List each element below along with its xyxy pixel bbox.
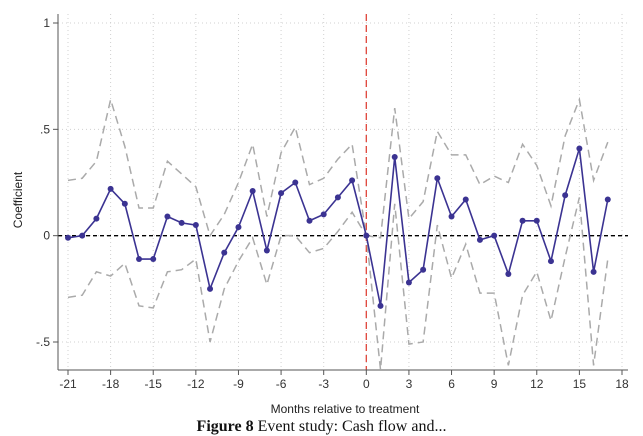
estimate-point bbox=[263, 247, 270, 254]
x-tick-label: 0 bbox=[363, 377, 370, 391]
estimate-point bbox=[562, 192, 569, 199]
y-tick-label: 0 bbox=[43, 229, 50, 243]
estimate-point bbox=[434, 175, 441, 182]
estimate-point bbox=[505, 270, 512, 277]
x-tick-label: 12 bbox=[530, 377, 544, 391]
estimate-point bbox=[547, 258, 554, 265]
estimate-point bbox=[65, 234, 71, 241]
x-tick-label: -3 bbox=[318, 377, 329, 391]
estimate-point bbox=[448, 213, 455, 220]
x-tick-label: 3 bbox=[406, 377, 413, 391]
estimate-point bbox=[107, 185, 114, 192]
x-axis-label: Months relative to treatment bbox=[271, 402, 420, 416]
x-tick-label: -9 bbox=[233, 377, 244, 391]
estimate-point bbox=[164, 213, 171, 220]
estimate-point bbox=[462, 196, 469, 203]
axes: -21 -18 -15 -12 -9 -6 -3 0 3 6 9 12 15 18 -.5 0 .5 1 bbox=[36, 14, 629, 391]
estimate-point bbox=[320, 211, 327, 218]
estimate-point bbox=[192, 222, 199, 229]
ci-upper-line bbox=[67, 96, 609, 239]
x-tick-label: -12 bbox=[187, 377, 205, 391]
estimate-point bbox=[405, 279, 412, 286]
x-tick-label: 18 bbox=[615, 377, 629, 391]
estimate-point bbox=[533, 217, 540, 224]
estimate-point bbox=[377, 302, 384, 309]
estimate-point bbox=[576, 145, 583, 152]
reference-lines bbox=[58, 14, 628, 370]
estimate-point bbox=[519, 217, 526, 224]
estimate-point bbox=[150, 256, 157, 263]
estimate-series bbox=[65, 145, 611, 309]
figure-number: Figure 8 bbox=[196, 418, 254, 435]
x-tick-label: 6 bbox=[448, 377, 455, 391]
estimate-point bbox=[476, 236, 483, 243]
estimate-point bbox=[292, 179, 299, 186]
estimate-point bbox=[207, 285, 214, 292]
estimate-point bbox=[278, 190, 285, 197]
y-tick-label: -.5 bbox=[36, 335, 50, 349]
estimate-point bbox=[349, 177, 356, 184]
estimate-point bbox=[363, 232, 370, 239]
estimate-point bbox=[178, 219, 185, 226]
y-tick-label: 1 bbox=[43, 16, 50, 30]
estimate-point bbox=[136, 256, 143, 263]
x-tick-label: -15 bbox=[145, 377, 163, 391]
estimate-point bbox=[235, 224, 242, 231]
x-tick-label: -21 bbox=[59, 377, 77, 391]
estimate-point bbox=[306, 217, 313, 224]
estimate-line bbox=[67, 148, 609, 307]
x-tick-label: 15 bbox=[573, 377, 587, 391]
estimate-point bbox=[93, 215, 100, 222]
estimate-point bbox=[334, 194, 341, 201]
estimate-point bbox=[79, 232, 86, 239]
estimate-point bbox=[491, 232, 498, 239]
x-tick-label: -6 bbox=[276, 377, 287, 391]
estimate-point bbox=[121, 200, 128, 207]
figure-caption-text: Event study: Cash flow and... bbox=[257, 418, 447, 435]
figure-caption: Figure 8 Event study: Cash flow and... bbox=[0, 418, 643, 436]
grid bbox=[58, 14, 628, 370]
estimate-point bbox=[221, 249, 228, 256]
y-tick-label: .5 bbox=[40, 122, 50, 136]
x-tick-label: 9 bbox=[491, 377, 498, 391]
confidence-bands bbox=[67, 96, 609, 370]
estimate-point bbox=[420, 266, 427, 273]
estimate-point bbox=[590, 268, 597, 275]
estimate-point bbox=[604, 196, 611, 203]
x-tick-label: -18 bbox=[102, 377, 120, 391]
estimate-point bbox=[391, 153, 398, 160]
ci-lower-line bbox=[67, 197, 609, 370]
y-axis-label: Coefficient bbox=[11, 171, 25, 228]
estimate-point bbox=[249, 188, 256, 195]
